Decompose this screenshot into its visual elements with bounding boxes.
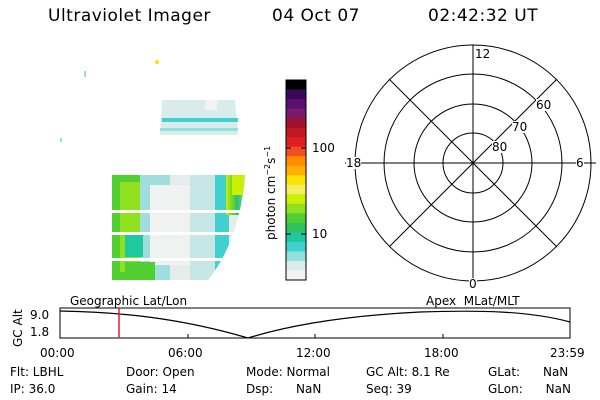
colorbar-cell [286, 118, 306, 129]
status-mode: Mode: Normal [246, 365, 330, 379]
colorbar-tick-10: 10 [312, 227, 328, 241]
colorbar-cell [286, 127, 306, 138]
colorbar-cell [286, 156, 306, 167]
timeline-y-bottom: 1.8 [30, 325, 50, 339]
status-seq: Seq: 39 [366, 382, 412, 396]
status-ip: IP: 36.0 [10, 382, 56, 396]
lat-label-60: 60 [536, 98, 552, 112]
timeline-tick-1800: 18:00 [424, 346, 459, 360]
colorbar-cell [286, 99, 306, 110]
timeline-tick-2359: 23:59 [550, 346, 585, 360]
status-flt: Flt: LBHL [10, 365, 64, 379]
status-glon: GLon: NaN [488, 382, 571, 396]
colorbar-cell [286, 213, 306, 224]
colorbar-cell [286, 89, 306, 100]
colorbar-cell [286, 194, 306, 205]
mlt-label-12: 12 [475, 47, 491, 61]
colorbar-cell [286, 80, 306, 91]
status-door: Door: Open [126, 365, 195, 379]
timeline-tick-0000: 00:00 [40, 346, 75, 360]
lat-label-70: 70 [512, 120, 528, 134]
colorbar-cell [286, 146, 306, 157]
colorbar-cell [286, 108, 306, 119]
colorbar-cell [286, 203, 306, 214]
timeline-left-title: Geographic Lat/Lon [70, 294, 188, 308]
colorbar-cell [286, 241, 306, 252]
colorbar-cell [286, 260, 306, 271]
colorbar-cell [286, 232, 306, 243]
mlt-label-0: 0 [469, 277, 477, 291]
lat-label-80: 80 [492, 140, 508, 154]
timeline-right-title: Apex MLat/MLT [426, 294, 520, 308]
status-glat: GLat: NaN [488, 365, 569, 379]
timeline-tick-0600: 06:00 [168, 346, 203, 360]
mlt-label-18: 18 [346, 156, 362, 170]
colorbar-cell [286, 175, 306, 186]
colorbar-cell [286, 184, 306, 195]
status-gain: Gain: 14 [126, 382, 177, 396]
mlt-label-6: 6 [576, 156, 584, 170]
instrument-title: Ultraviolet Imager [48, 6, 211, 26]
timeline-tick-1200: 12:00 [296, 346, 331, 360]
timeline-y-top: 9.0 [30, 308, 50, 322]
time-label: 02:42:32 UT [428, 6, 539, 26]
colorbar-cell [286, 270, 306, 281]
colorbar-cell [286, 222, 306, 233]
colorbar-cell [286, 137, 306, 148]
status-gc-alt: GC Alt: 8.1 Re [366, 365, 450, 379]
date-label: 04 Oct 07 [272, 6, 360, 26]
status-dsp: Dsp: NaN [246, 382, 322, 396]
colorbar-cell [286, 165, 306, 176]
colorbar-cell [286, 251, 306, 262]
colorbar-tick-100: 100 [312, 141, 335, 155]
